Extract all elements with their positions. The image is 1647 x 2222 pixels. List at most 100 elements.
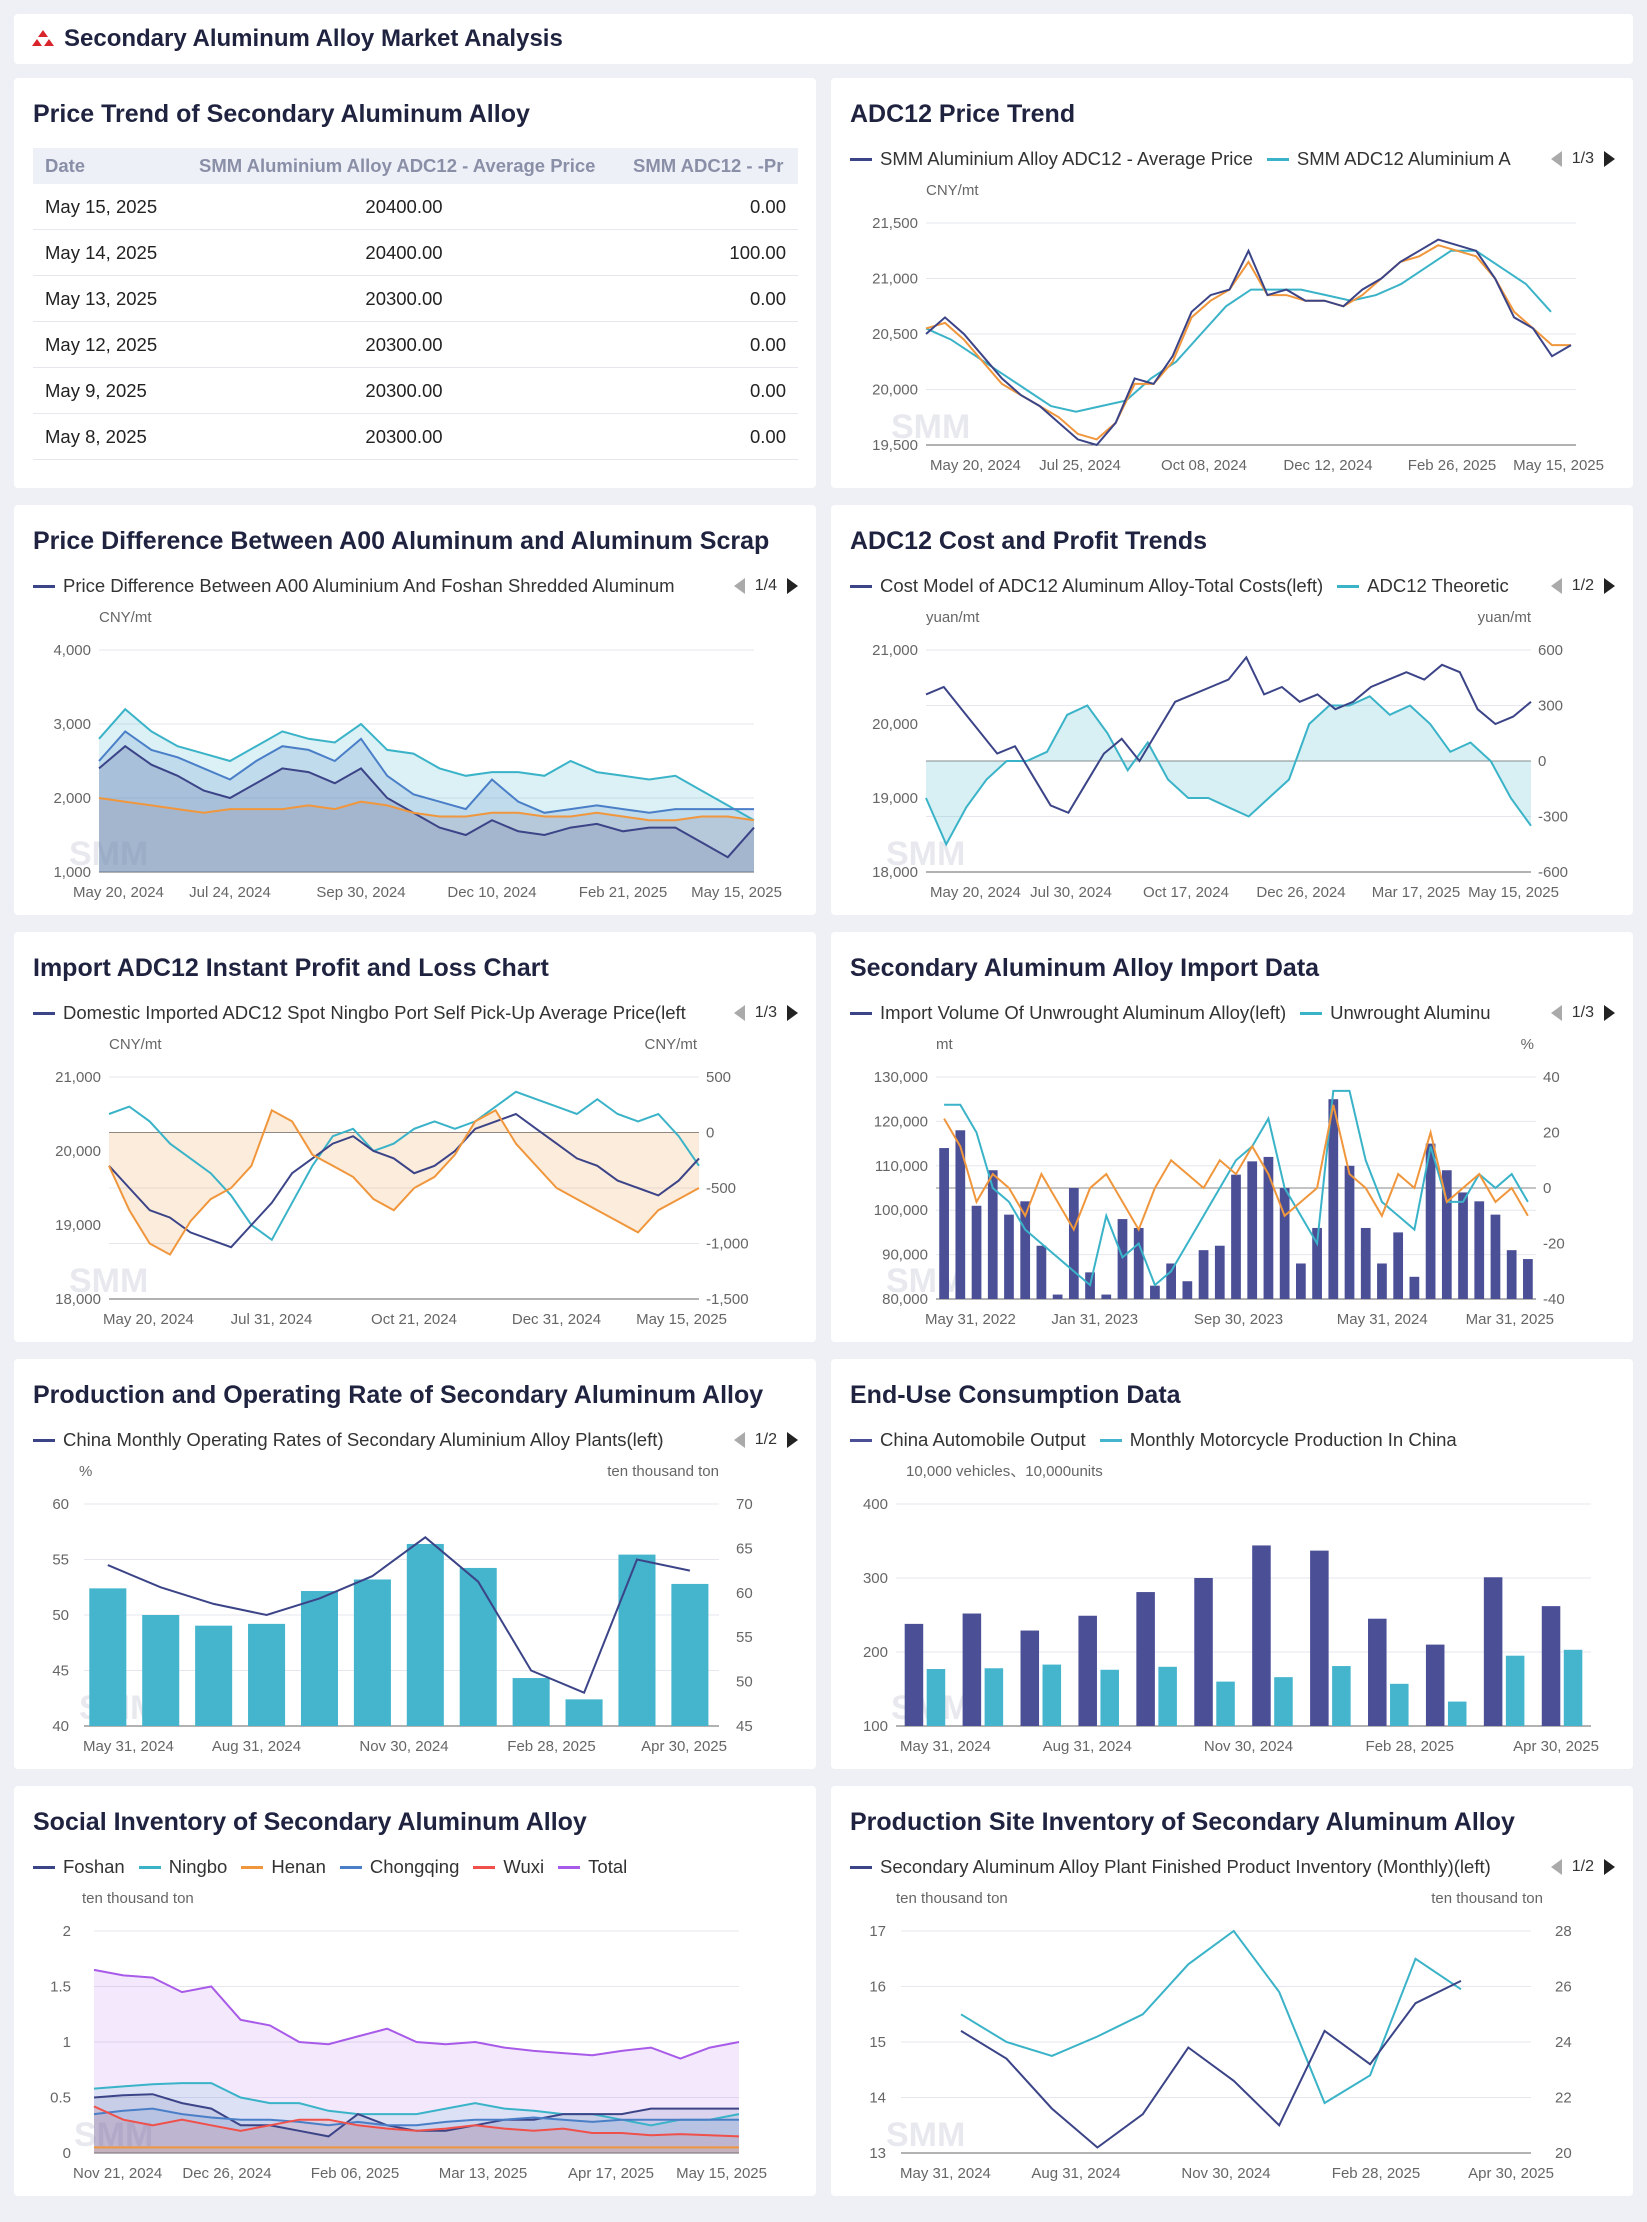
bar	[1360, 1227, 1371, 1299]
legend-item[interactable]: SMM Aluminium Alloy ADC12 - Average Pric…	[850, 148, 1253, 170]
legend-item[interactable]: Domestic Imported ADC12 Spot Ningbo Port…	[33, 1002, 686, 1024]
legend-item[interactable]: China Monthly Operating Rates of Seconda…	[33, 1429, 664, 1451]
pager-prev-icon[interactable]	[733, 1005, 745, 1021]
bar	[1150, 1285, 1160, 1299]
legend-pager: 1/3	[727, 1000, 798, 1026]
series-line	[107, 1536, 691, 1695]
legend-item[interactable]: Wuxi	[473, 1856, 544, 1878]
x-tick-label: May 20, 2024	[103, 1311, 194, 1328]
legend-label: Price Difference Between A00 Aluminium A…	[63, 575, 675, 596]
pager-next-icon[interactable]	[787, 1005, 798, 1021]
legend-label: Secondary Aluminum Alloy Plant Finished …	[880, 1856, 1491, 1877]
legend-item[interactable]: Import Volume Of Unwrought Aluminum Allo…	[850, 1002, 1286, 1024]
pager-next-icon[interactable]	[1604, 1859, 1615, 1875]
bar	[459, 1567, 497, 1726]
y-tick-label: 55	[736, 1629, 753, 1646]
legend-item[interactable]: Foshan	[33, 1856, 125, 1878]
y-tick-label: 19,000	[55, 1217, 101, 1234]
y-tick-label: 80,000	[882, 1291, 928, 1308]
legend-item[interactable]: Ningbo	[138, 1856, 227, 1878]
series-area	[99, 746, 754, 872]
y-tick-label: 15	[869, 2034, 886, 2051]
y-tick-label: 1,000	[53, 864, 91, 881]
legend-pager: 1/2	[727, 1427, 798, 1453]
legend-pager: 1/3	[1544, 1000, 1615, 1026]
bar	[1393, 1232, 1404, 1299]
pager-label: 1/2	[1571, 1858, 1594, 1875]
legend-item[interactable]: Chongqing	[339, 1856, 460, 1878]
table-row: May 14, 2025 20400.00 100.00	[33, 229, 798, 276]
y-tick-label: 17	[869, 1923, 886, 1940]
y-tick-label: 0	[1538, 753, 1546, 770]
pager-prev-icon[interactable]	[733, 578, 745, 594]
legend-label: ADC12 Theoretic	[1367, 575, 1509, 596]
series-line	[93, 2082, 740, 2127]
table-header-row: Date SMM Aluminium Alloy ADC12 - Average…	[33, 148, 798, 184]
legend-item[interactable]: SMM ADC12 Aluminium A	[1266, 148, 1511, 170]
series-area	[94, 2094, 739, 2153]
x-tick-label: Mar 13, 2025	[439, 2165, 527, 2182]
legend-item[interactable]: ADC12 Theoretic	[1337, 575, 1509, 597]
date-cell: May 8, 2025	[33, 413, 187, 460]
chart-svg: % ten thousand ton 60 55 50 45 40 70 65 60 55 50 45 M…	[52, 1463, 753, 1755]
legend-item[interactable]: Henan	[241, 1856, 326, 1878]
legend-label: China Monthly Operating Rates of Seconda…	[63, 1429, 664, 1450]
change-cell: 0.00	[621, 413, 798, 460]
y-axis-unit-left: %	[79, 1463, 92, 1480]
legend-item[interactable]: China Automobile Output	[850, 1429, 1086, 1451]
y-tick-label: 18,000	[55, 1291, 101, 1308]
pager-prev-icon[interactable]	[1550, 151, 1562, 167]
y-tick-label: 400	[863, 1496, 888, 1513]
y-tick-label: 100	[863, 1718, 888, 1735]
bar	[1474, 1201, 1485, 1299]
legend-item[interactable]: Unwrought Aluminu	[1300, 1002, 1491, 1024]
legend-label: Chongqing	[369, 1856, 460, 1877]
x-tick-label: May 31, 2022	[925, 1311, 1016, 1328]
table-row: May 13, 2025 20300.00 0.00	[33, 275, 798, 322]
pager-label: 1/4	[754, 577, 777, 594]
legend-item[interactable]: Monthly Motorcycle Production In China	[1099, 1429, 1457, 1451]
pager-next-icon[interactable]	[1604, 578, 1615, 594]
pager-next-icon[interactable]	[787, 578, 798, 594]
bar	[1194, 1578, 1213, 1726]
pager-prev-icon[interactable]	[1550, 1859, 1562, 1875]
y-tick-label: 13	[869, 2145, 886, 2162]
series-area	[94, 2147, 739, 2153]
y-tick-label: 55	[52, 1552, 69, 1569]
column-header-average-price: SMM Aluminium Alloy ADC12 - Average Pric…	[187, 148, 621, 184]
series-line	[98, 730, 754, 814]
price-table: Date SMM Aluminium Alloy ADC12 - Average…	[33, 148, 798, 460]
bar	[1020, 1630, 1040, 1726]
legend-swatch	[473, 1865, 496, 1869]
bar	[565, 1699, 603, 1726]
bar	[1042, 1664, 1062, 1726]
x-tick-label: Aug 31, 2024	[212, 1738, 301, 1755]
bar	[1166, 1263, 1176, 1299]
x-tick-label: May 15, 2025	[1468, 884, 1559, 901]
legend-item[interactable]: Price Difference Between A00 Aluminium A…	[33, 575, 675, 597]
price-trend-card: Price Trend of Secondary Aluminum Alloy …	[14, 78, 816, 488]
bar	[618, 1554, 656, 1726]
chart-svg: ten thousand ton ten thousand ton 17 16 15 14…	[869, 1890, 1572, 2182]
pager-next-icon[interactable]	[787, 1432, 798, 1448]
legend-item[interactable]: Cost Model of ADC12 Aluminum Alloy-Total…	[850, 575, 1323, 597]
x-tick-label: Jan 31, 2023	[1051, 1311, 1138, 1328]
series-line	[925, 655, 1532, 815]
bar	[1020, 1201, 1031, 1299]
pager-next-icon[interactable]	[1604, 151, 1615, 167]
bar	[955, 1130, 966, 1299]
legend-item[interactable]: Secondary Aluminum Alloy Plant Finished …	[850, 1856, 1491, 1878]
bar	[1296, 1263, 1306, 1299]
pager-prev-icon[interactable]	[1550, 1005, 1562, 1021]
bar	[1182, 1281, 1193, 1299]
legend-label: SMM Aluminium Alloy ADC12 - Average Pric…	[880, 148, 1253, 169]
card-title: Price Difference Between A00 Aluminum an…	[33, 527, 770, 555]
pager-next-icon[interactable]	[1604, 1005, 1615, 1021]
y-tick-label: 26	[1555, 1979, 1572, 1996]
x-tick-label: Feb 28, 2025	[1332, 2165, 1420, 2182]
x-tick-label: Nov 30, 2024	[1181, 2165, 1270, 2182]
legend-item[interactable]: Total	[558, 1856, 627, 1878]
date-cell: May 13, 2025	[33, 275, 187, 322]
pager-prev-icon[interactable]	[733, 1432, 745, 1448]
pager-prev-icon[interactable]	[1550, 578, 1562, 594]
